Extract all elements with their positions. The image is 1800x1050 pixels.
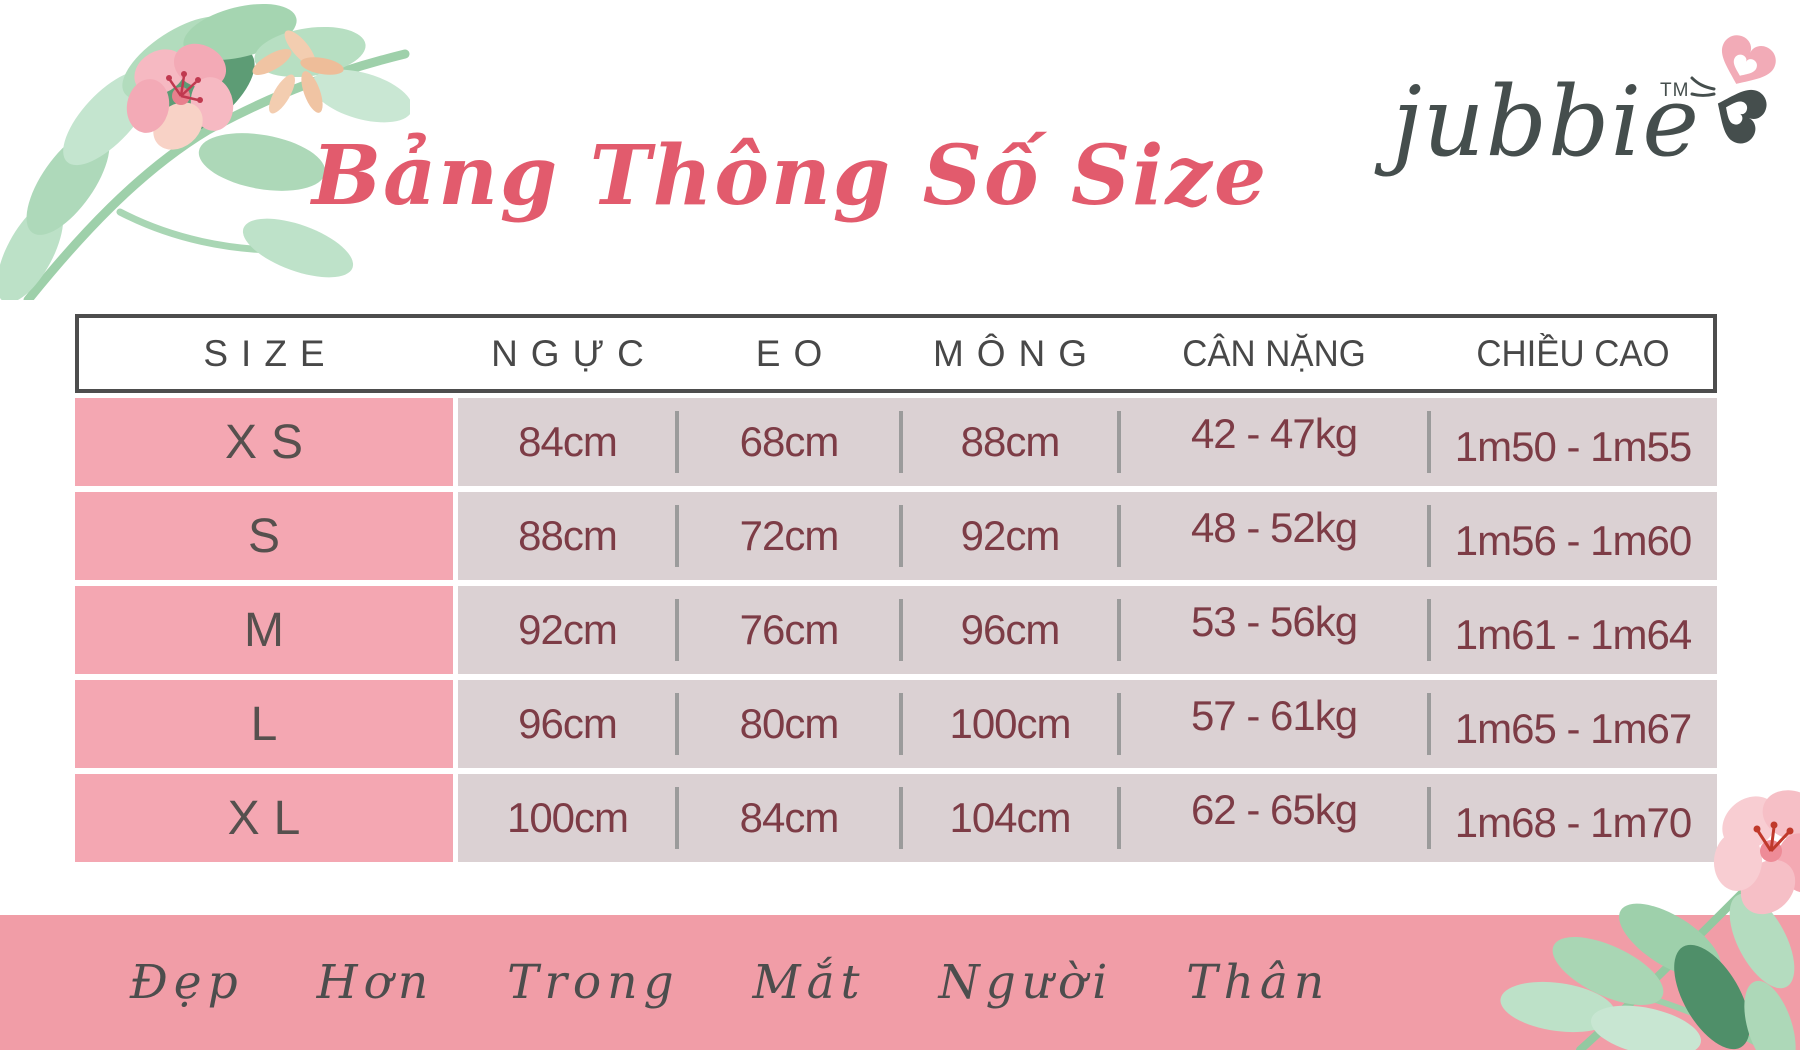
height-value: 1m56 - 1m60	[1429, 492, 1717, 580]
weight-value: 48 - 52kg	[1119, 492, 1429, 580]
pink-flower-icon	[1713, 790, 1800, 915]
chest-value: 92cm	[458, 586, 677, 674]
size-label: XS	[75, 398, 453, 486]
column-header-waist: EO	[755, 332, 836, 374]
weight-value: 62 - 65kg	[1119, 774, 1429, 862]
brand-logo: jubbie TM	[1392, 35, 1776, 198]
height-value: 1m68 - 1m70	[1429, 774, 1717, 862]
hips-value: 96cm	[901, 586, 1119, 674]
table-row-xl: XL 100cm 84cm 104cm 62 - 65kg 1m68 - 1m7…	[75, 774, 1717, 862]
hips-value: 88cm	[901, 398, 1119, 486]
hips-value: 104cm	[901, 774, 1119, 862]
watercolor-branch-icon	[0, 3, 410, 300]
column-header-height: CHIỀU CAO	[1476, 332, 1670, 374]
chest-value: 84cm	[458, 398, 677, 486]
waist-value: 72cm	[677, 492, 901, 580]
height-value: 1m61 - 1m64	[1429, 586, 1717, 674]
table-row-s: S 88cm 72cm 92cm 48 - 52kg 1m56 - 1m60	[75, 492, 1717, 580]
slogan-text: Đẹp Hơn Trong Mắt Người Thân	[129, 955, 1331, 1010]
waist-value: 76cm	[677, 586, 901, 674]
size-label: L	[75, 680, 453, 768]
size-label: M	[75, 586, 453, 674]
size-label: XL	[75, 774, 453, 862]
brand-name: jubbie	[1392, 66, 1701, 178]
table-row-xs: XS 84cm 68cm 88cm 42 - 47kg 1m50 - 1m55	[75, 398, 1717, 486]
weight-value: 53 - 56kg	[1119, 586, 1429, 674]
waist-value: 84cm	[677, 774, 901, 862]
column-header-chest: NGỰC	[491, 332, 657, 374]
chest-value: 88cm	[458, 492, 677, 580]
hips-value: 100cm	[901, 680, 1119, 768]
footer-banner: Đẹp Hơn Trong Mắt Người Thân	[0, 915, 1800, 1050]
chest-value: 96cm	[458, 680, 677, 768]
watercolor-flower-icon	[1500, 790, 1800, 1050]
height-value: 1m50 - 1m55	[1429, 398, 1717, 486]
height-value: 1m65 - 1m67	[1429, 680, 1717, 768]
waist-value: 68cm	[677, 398, 901, 486]
column-header-weight: CÂN NẶNG	[1182, 332, 1366, 374]
trademark-symbol: TM	[1660, 80, 1690, 101]
peach-flower-icon	[252, 30, 344, 114]
table-row-l: L 96cm 80cm 100cm 57 - 61kg 1m65 - 1m67	[75, 680, 1717, 768]
weight-value: 57 - 61kg	[1119, 680, 1429, 768]
waist-value: 80cm	[677, 680, 901, 768]
page-title: Bảng Thông Số Size	[311, 128, 1269, 224]
chest-value: 100cm	[458, 774, 677, 862]
hips-value: 92cm	[901, 492, 1119, 580]
table-row-m: M 92cm 76cm 96cm 53 - 56kg 1m61 - 1m64	[75, 586, 1717, 674]
butterfly-hearts-icon	[1690, 35, 1776, 144]
column-header-hips: MÔNG	[932, 332, 1101, 374]
size-label: S	[75, 492, 453, 580]
size-table-header: SIZE NGỰC EO MÔNG CÂN NẶNG CHIỀU CAO	[75, 314, 1717, 393]
column-header-size: SIZE	[203, 332, 338, 374]
weight-value: 42 - 47kg	[1119, 398, 1429, 486]
pink-flower-icon	[126, 43, 234, 150]
